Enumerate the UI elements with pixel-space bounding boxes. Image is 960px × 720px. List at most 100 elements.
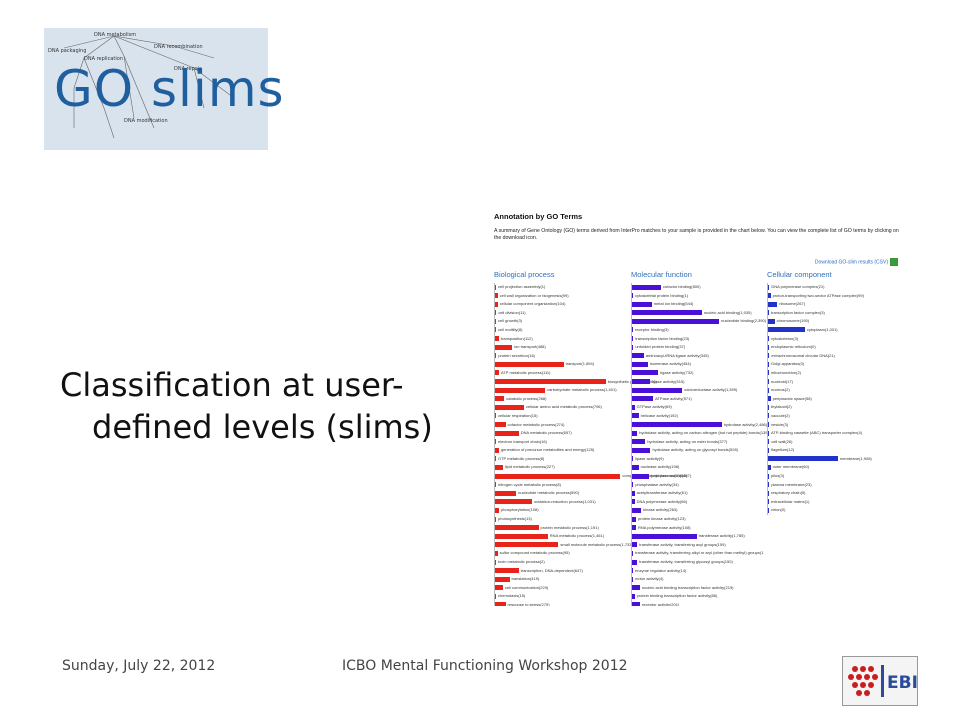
- bar-row: flagellum(12): [767, 446, 899, 455]
- bar-row: acetyltransferase activity(61): [631, 489, 763, 498]
- bar-row: photosynthesis(13): [494, 515, 626, 524]
- bar-label: nucleic acid binding(1,930): [703, 309, 752, 315]
- bar: [632, 430, 638, 436]
- bar-label: cell projection assembly(1): [498, 284, 546, 289]
- bar-row: nucleic acid binding(1,930): [631, 308, 763, 318]
- bar-row: cell division(11): [494, 308, 626, 318]
- bar-row: GTP metabolic process(8): [494, 454, 626, 464]
- bar: [495, 361, 564, 367]
- bar-label: GTPase activity(69): [636, 404, 672, 410]
- bar-label: vacuole(2): [771, 412, 790, 418]
- bar: [495, 482, 496, 488]
- bar-label: transcription factor binding(23): [635, 335, 690, 341]
- bar-row: lipase activity(9): [631, 454, 763, 464]
- csv-download-icon[interactable]: [890, 258, 898, 266]
- bar-row: DNA polymerase activity(66): [631, 497, 763, 507]
- bar: [768, 293, 771, 299]
- download-link[interactable]: Download GO-slim results (CSV): [815, 258, 898, 266]
- bar-row: respiratory chain(5): [767, 489, 899, 498]
- ebi-logo: EBI: [842, 656, 918, 706]
- bar-label: transferase activity(1,785): [698, 533, 745, 539]
- bar: [632, 439, 646, 445]
- bar-label: cell growth(3): [498, 318, 523, 324]
- go-graph-diagram: DNA metabolism DNA replication DNA recom…: [48, 32, 235, 139]
- bar-row: enzyme regulator activity(14): [631, 566, 763, 576]
- bar-row: cell wall organization or biogenesis(99): [494, 291, 626, 301]
- bar: [495, 413, 496, 419]
- bar: [632, 284, 662, 290]
- bar-label: nucleus(2): [771, 387, 790, 393]
- bar: [495, 344, 513, 350]
- bar-label: enzyme regulator activity(14): [635, 567, 687, 573]
- download-label: Download GO-slim results (CSV): [814, 259, 888, 266]
- bar-row: electron transport chain(16): [494, 437, 626, 447]
- bar-label: helicase activity(192): [640, 412, 678, 418]
- bar: [768, 413, 769, 419]
- bar-row: ATP-binding cassette (ABC) transporter c…: [767, 429, 899, 438]
- bar: [632, 336, 634, 342]
- bar: [632, 301, 652, 307]
- bar-row: lipid metabolic process(227): [494, 463, 626, 473]
- bar-row: biosynthetic process(3,066): [494, 377, 657, 387]
- bar: [632, 464, 639, 470]
- bar-row: cytoskeleton(3): [767, 334, 899, 344]
- bar: [495, 404, 525, 410]
- bar: [632, 559, 638, 565]
- bar: [632, 447, 651, 453]
- bar-row: cell communication(229): [494, 583, 626, 593]
- bar: [768, 310, 769, 316]
- bar: [495, 310, 497, 316]
- bar-label: phosphatase activity(34): [635, 481, 679, 487]
- bullet-line-2: defined levels (slims): [92, 408, 433, 446]
- bar-row: ligase activity(732): [631, 368, 763, 378]
- bar-row: metal ion binding(544): [631, 300, 763, 309]
- bar: [632, 490, 635, 496]
- bar-label: pilus(3): [771, 473, 785, 479]
- bar-label: flagellum(12): [771, 447, 795, 453]
- bar-label: mitochondrion(2): [771, 369, 802, 375]
- bar-row: transcription factor binding(23): [631, 334, 763, 344]
- bar-row: thylakoid(2): [767, 403, 899, 412]
- bar-row: hydrolase activity, acting on glycosyl b…: [631, 446, 763, 455]
- bar-label: protein kinase activity(123): [637, 516, 686, 522]
- bar: [768, 499, 769, 505]
- bar-label: lyase activity(515): [652, 378, 685, 384]
- bar-label: receptor binding(3): [635, 326, 669, 332]
- bar-row: ion transport(488): [494, 343, 626, 352]
- bar: [495, 439, 496, 445]
- bar-row: helicase activity(192): [631, 411, 763, 421]
- bar-row: ATPase activity(571): [631, 394, 763, 404]
- bar-row: pilus(3): [767, 472, 899, 481]
- bar-row: transferase activity(1,785): [631, 532, 763, 541]
- bar: [632, 576, 633, 582]
- bar-row: cell projection assembly(1): [494, 283, 626, 292]
- bar: [495, 447, 499, 453]
- bar: [495, 327, 496, 333]
- bar-label: periplasmic space(58): [772, 395, 812, 401]
- bar: [495, 593, 496, 599]
- bar: [495, 370, 499, 376]
- bar: [632, 568, 633, 574]
- bar-label: Golgi apparatus(0): [771, 361, 805, 367]
- bar: [495, 585, 503, 591]
- bar-row: transposition(112): [494, 334, 626, 344]
- bar-row: protein metabolic process(1,191): [494, 523, 626, 533]
- bar: [495, 499, 532, 505]
- bar-label: toxin metabolic process(2): [498, 559, 545, 564]
- bar-row: receptor activity(201): [631, 600, 763, 606]
- bar-label: photosynthesis(13): [498, 516, 532, 522]
- bar-label: ATP metabolic process(111): [500, 369, 551, 375]
- bar: [768, 422, 769, 427]
- bar: [495, 284, 496, 290]
- bar-row: chemotaxis(15): [494, 592, 626, 601]
- bar-label: isomerase activity(454): [649, 361, 691, 367]
- bar: [768, 447, 769, 453]
- bar-row: isomerase activity(454): [631, 360, 763, 369]
- column-biological-process: Biological process cell projection assem…: [494, 270, 687, 606]
- bar: [632, 585, 640, 591]
- bar-row: oxidation-reduction process(1,031): [494, 497, 626, 507]
- bar-label: lipid metabolic process(227): [504, 464, 555, 470]
- column-molecular-function: Molecular function cofactor binding(800)…: [631, 270, 769, 606]
- bar: [632, 396, 654, 402]
- bar-label: generation of precursor metabolites and …: [500, 447, 595, 453]
